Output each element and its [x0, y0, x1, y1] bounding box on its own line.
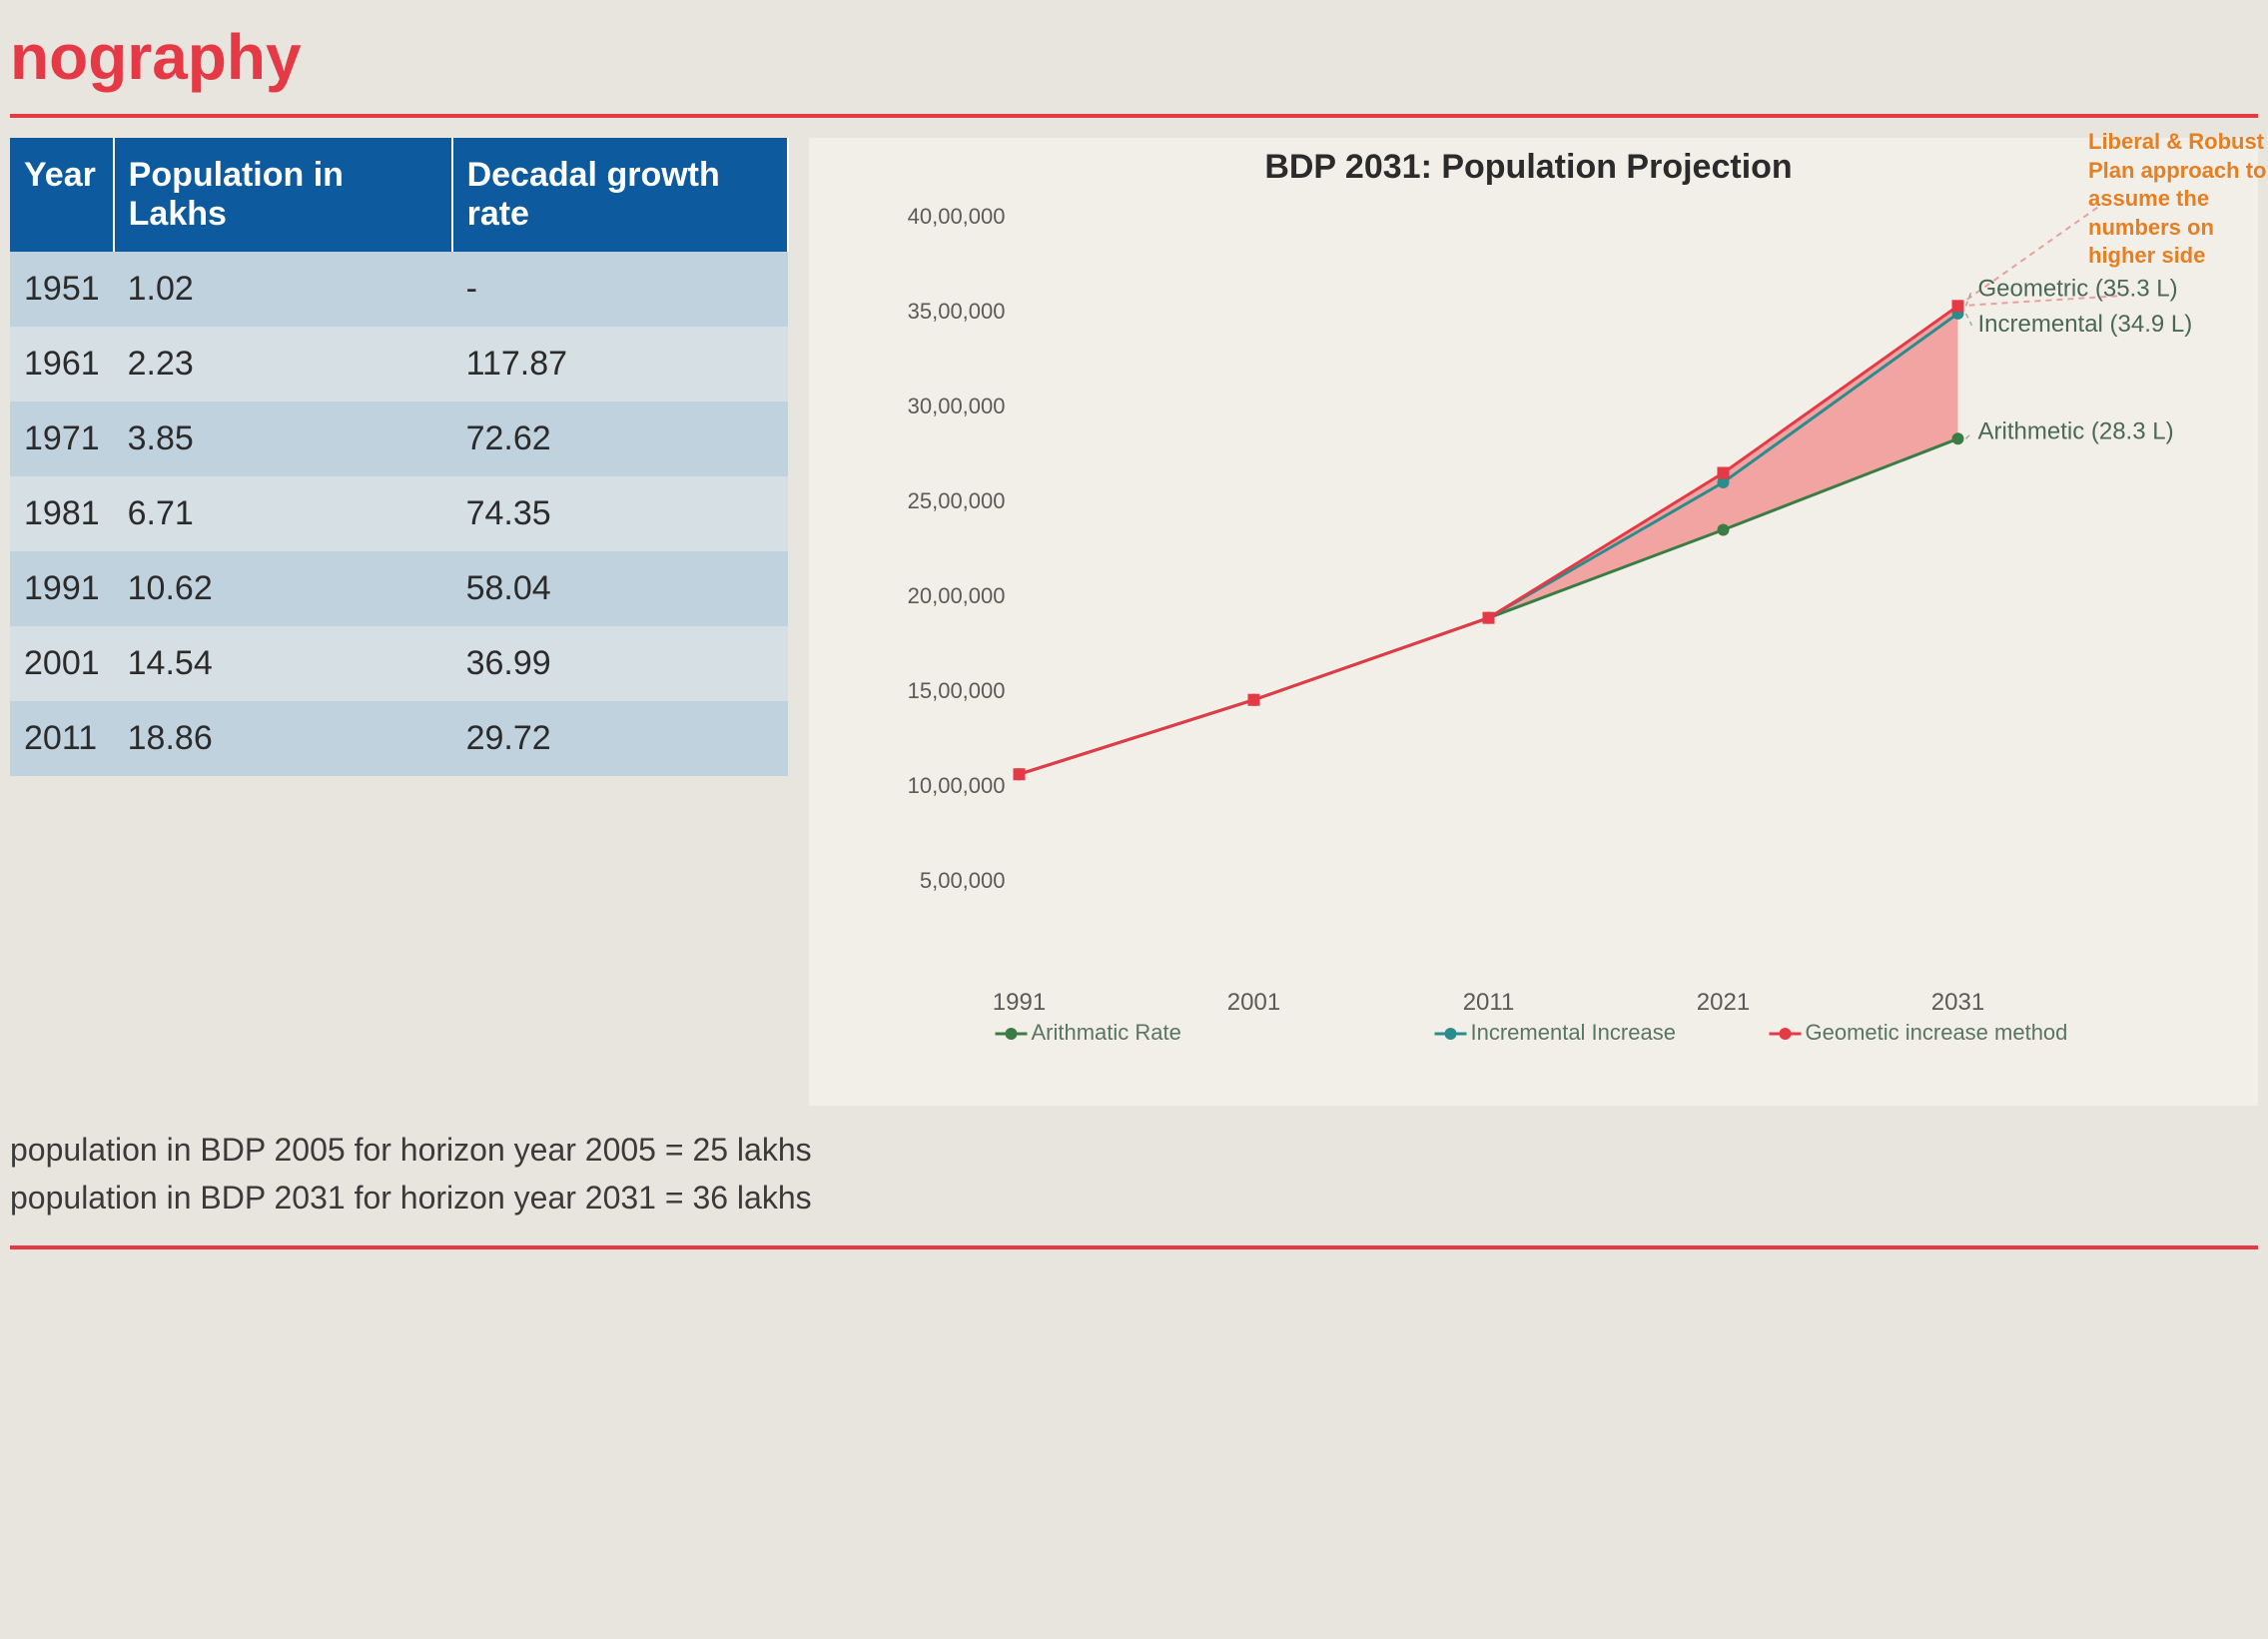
y-tick-label: 30,00,000	[908, 394, 1006, 418]
table-row: 19511.02-	[10, 252, 788, 327]
table-cell: 1.02	[114, 252, 452, 327]
x-tick-label: 1991	[993, 989, 1046, 1016]
legend-label: Incremental Increase	[1471, 1020, 1676, 1045]
callout-label: Incremental (34.9 L)	[1978, 311, 2193, 338]
x-tick-label: 2021	[1697, 989, 1750, 1016]
col-population: Population in Lakhs	[114, 138, 452, 252]
divider-bottom	[10, 1245, 2258, 1249]
table-cell: 2001	[10, 626, 114, 701]
series-marker	[1952, 300, 1964, 312]
series-marker	[1483, 612, 1495, 624]
table-cell: 36.99	[452, 626, 788, 701]
y-tick-label: 35,00,000	[908, 299, 1006, 324]
series-marker	[1952, 432, 1964, 444]
page-title: nography	[10, 10, 2258, 114]
table-row: 19816.7174.35	[10, 476, 788, 551]
table-cell: 117.87	[452, 327, 788, 402]
note-line-2: population in BDP 2031 for horizon year …	[10, 1174, 2258, 1222]
table-cell: 3.85	[114, 402, 452, 476]
y-tick-label: 15,00,000	[908, 678, 1006, 703]
footer-notes: population in BDP 2005 for horizon year …	[10, 1126, 2258, 1222]
series-marker	[1718, 467, 1730, 479]
table-row: 199110.6258.04	[10, 551, 788, 626]
table-cell: 74.35	[452, 476, 788, 551]
chart-container: BDP 2031: Population Projection Liberal …	[809, 138, 2258, 1106]
divider-top	[10, 114, 2258, 118]
table-cell: 58.04	[452, 551, 788, 626]
table-cell: 6.71	[114, 476, 452, 551]
chart-title: BDP 2031: Population Projection	[819, 148, 2238, 187]
table-row: 200114.5436.99	[10, 626, 788, 701]
table-cell: 1971	[10, 402, 114, 476]
table-cell: 2011	[10, 701, 114, 776]
col-growth: Decadal growth rate	[452, 138, 788, 252]
population-table: Year Population in Lakhs Decadal growth …	[10, 138, 789, 776]
y-tick-label: 40,00,000	[908, 204, 1006, 229]
table-row: 19713.8572.62	[10, 402, 788, 476]
table-cell: 1991	[10, 551, 114, 626]
callout-label: Geometric (35.3 L)	[1978, 275, 2178, 302]
table-row: 19612.23117.87	[10, 327, 788, 402]
content-row: Year Population in Lakhs Decadal growth …	[10, 138, 2258, 1106]
table-cell: 10.62	[114, 551, 452, 626]
table-cell: 72.62	[452, 402, 788, 476]
table-header-row: Year Population in Lakhs Decadal growth …	[10, 138, 788, 252]
table-cell: 18.86	[114, 701, 452, 776]
table-cell: 1951	[10, 252, 114, 327]
table-cell: 1961	[10, 327, 114, 402]
legend-label: Geometic increase method	[1806, 1020, 2068, 1045]
callout-leader	[1966, 314, 1972, 326]
table-row: 201118.8629.72	[10, 701, 788, 776]
y-tick-label: 5,00,000	[920, 868, 1006, 893]
legend-label: Arithmatic Rate	[1032, 1020, 1181, 1045]
y-tick-label: 20,00,000	[908, 583, 1006, 608]
table-cell: 29.72	[452, 701, 788, 776]
series-marker	[1248, 694, 1260, 706]
chart-svg: 5,00,000 10,00,000 15,00,000 20,00,000 25,00…	[819, 197, 2238, 1096]
series-line	[1020, 314, 1958, 774]
y-tick-label: 10,00,000	[908, 773, 1006, 798]
x-tick-label: 2031	[1931, 989, 1984, 1016]
note-line-1: population in BDP 2005 for horizon year …	[10, 1126, 2258, 1174]
callout-leader	[1966, 432, 1972, 438]
table-cell: 2.23	[114, 327, 452, 402]
table-cell: 14.54	[114, 626, 452, 701]
table-cell: 1981	[10, 476, 114, 551]
slide-container: nography Year Population in Lakhs Decada…	[10, 10, 2258, 1629]
series-line	[1020, 306, 1958, 774]
chart-plot: 5,00,000 10,00,000 15,00,000 20,00,000 25,00…	[819, 197, 2238, 1096]
series-marker	[1014, 768, 1026, 780]
x-tick-label: 2011	[1463, 989, 1515, 1016]
x-tick-label: 2001	[1227, 989, 1280, 1016]
y-tick-label: 25,00,000	[908, 488, 1006, 513]
table-cell: -	[452, 252, 788, 327]
data-table-container: Year Population in Lakhs Decadal growth …	[10, 138, 789, 1106]
series-marker	[1718, 524, 1730, 536]
callout-label: Arithmetic (28.3 L)	[1978, 417, 2174, 444]
projection-fan	[1489, 306, 1958, 617]
col-year: Year	[10, 138, 114, 252]
